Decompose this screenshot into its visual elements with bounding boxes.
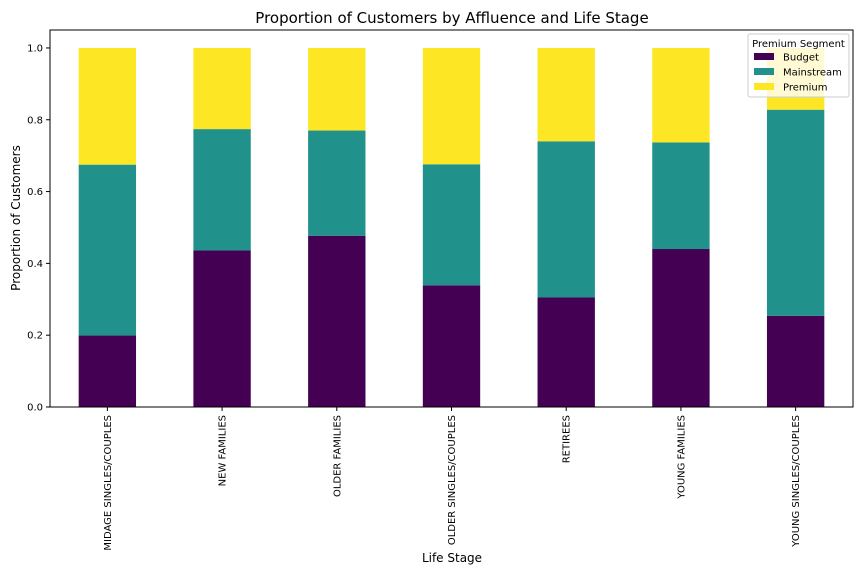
bar-budget-0 [78,335,137,407]
bar-premium-5 [652,47,710,143]
bar-premium-2 [308,47,366,131]
bar-mainstream-1 [193,129,251,251]
x-tick-label: RETIREES [562,415,573,463]
chart-title: Proportion of Customers by Affluence and… [255,9,648,27]
bar-budget-1 [193,250,251,407]
bar-budget-2 [308,235,366,407]
bar-premium-3 [422,47,481,165]
legend-box [747,33,850,98]
legend-swatch-premium [754,83,774,90]
y-axis-label: Proportion of Customers [9,145,23,291]
y-tick-label: 0.2 [27,331,43,342]
bar-mainstream-3 [422,164,481,286]
legend-title: Premium Segment [752,39,845,50]
x-tick-label: NEW FAMILIES [218,415,229,486]
y-tick-label: 0.4 [27,259,43,270]
legend-label-budget: Budget [783,53,819,64]
legend-label-premium: Premium [783,83,828,94]
legend-swatch-budget [754,53,774,60]
legend: Premium Segment Budget Mainstream Premium [747,33,850,98]
bar-mainstream-4 [537,141,595,298]
bar-mainstream-6 [766,109,825,316]
y-tick-label: 0.0 [27,403,43,414]
bar-budget-5 [652,249,710,407]
legend-label-mainstream: Mainstream [783,68,842,79]
bar-premium-0 [78,47,137,165]
legend-swatch-mainstream [754,68,774,75]
bar-premium-1 [193,47,251,130]
bar-budget-4 [537,297,595,407]
x-tick-label: OLDER FAMILIES [332,415,343,497]
legend-items: Budget Mainstream Premium [754,53,842,94]
bar-mainstream-5 [652,142,710,250]
x-axis: MIDAGE SINGLES/COUPLES NEW FAMILIES OLDER … [103,407,802,551]
y-tick-label: 0.8 [27,115,43,126]
x-tick-label: MIDAGE SINGLES/COUPLES [103,415,114,551]
y-tick-label: 0.6 [27,187,43,198]
bar-mainstream-0 [78,164,137,336]
bar-group [78,47,825,407]
bar-premium-4 [537,47,595,142]
x-tick-label: YOUNG SINGLES/COUPLES [791,415,802,548]
bar-budget-6 [766,315,825,407]
x-axis-label: Life Stage [422,551,482,565]
y-tick-label: 1.0 [27,43,43,54]
x-tick-label: YOUNG FAMILIES [676,415,687,500]
bar-mainstream-2 [308,130,366,236]
bar-budget-3 [422,285,481,407]
y-axis: 0.0 0.2 0.4 0.6 0.8 1.0 [27,43,50,414]
x-tick-label: OLDER SINGLES/COUPLES [447,415,458,545]
